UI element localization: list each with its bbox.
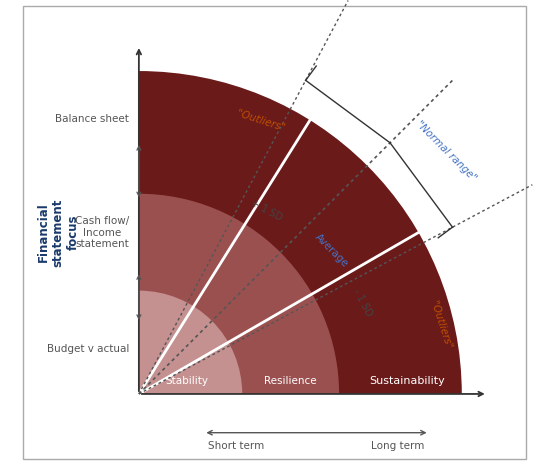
Wedge shape	[139, 71, 462, 394]
Wedge shape	[139, 194, 339, 394]
Text: - 1 SD: - 1 SD	[351, 287, 374, 318]
Text: Average: Average	[313, 232, 350, 270]
Text: Budget v actual: Budget v actual	[47, 344, 129, 354]
Text: "Outliers": "Outliers"	[428, 299, 453, 350]
Text: "Outliers": "Outliers"	[235, 108, 286, 133]
Text: Short term: Short term	[208, 441, 264, 451]
Text: Stability: Stability	[166, 376, 209, 386]
Wedge shape	[139, 291, 242, 394]
Text: Balance sheet: Balance sheet	[55, 114, 129, 125]
Text: + 1 SD: + 1 SD	[249, 198, 284, 223]
Text: "Normal range": "Normal range"	[413, 119, 478, 183]
Text: Financial
statement
focus: Financial statement focus	[37, 198, 80, 267]
Text: Resilience: Resilience	[264, 376, 317, 386]
Text: Long term: Long term	[371, 441, 424, 451]
Text: Cash flow/
Income
statement: Cash flow/ Income statement	[75, 216, 129, 249]
Text: Sustainability: Sustainability	[369, 376, 445, 386]
